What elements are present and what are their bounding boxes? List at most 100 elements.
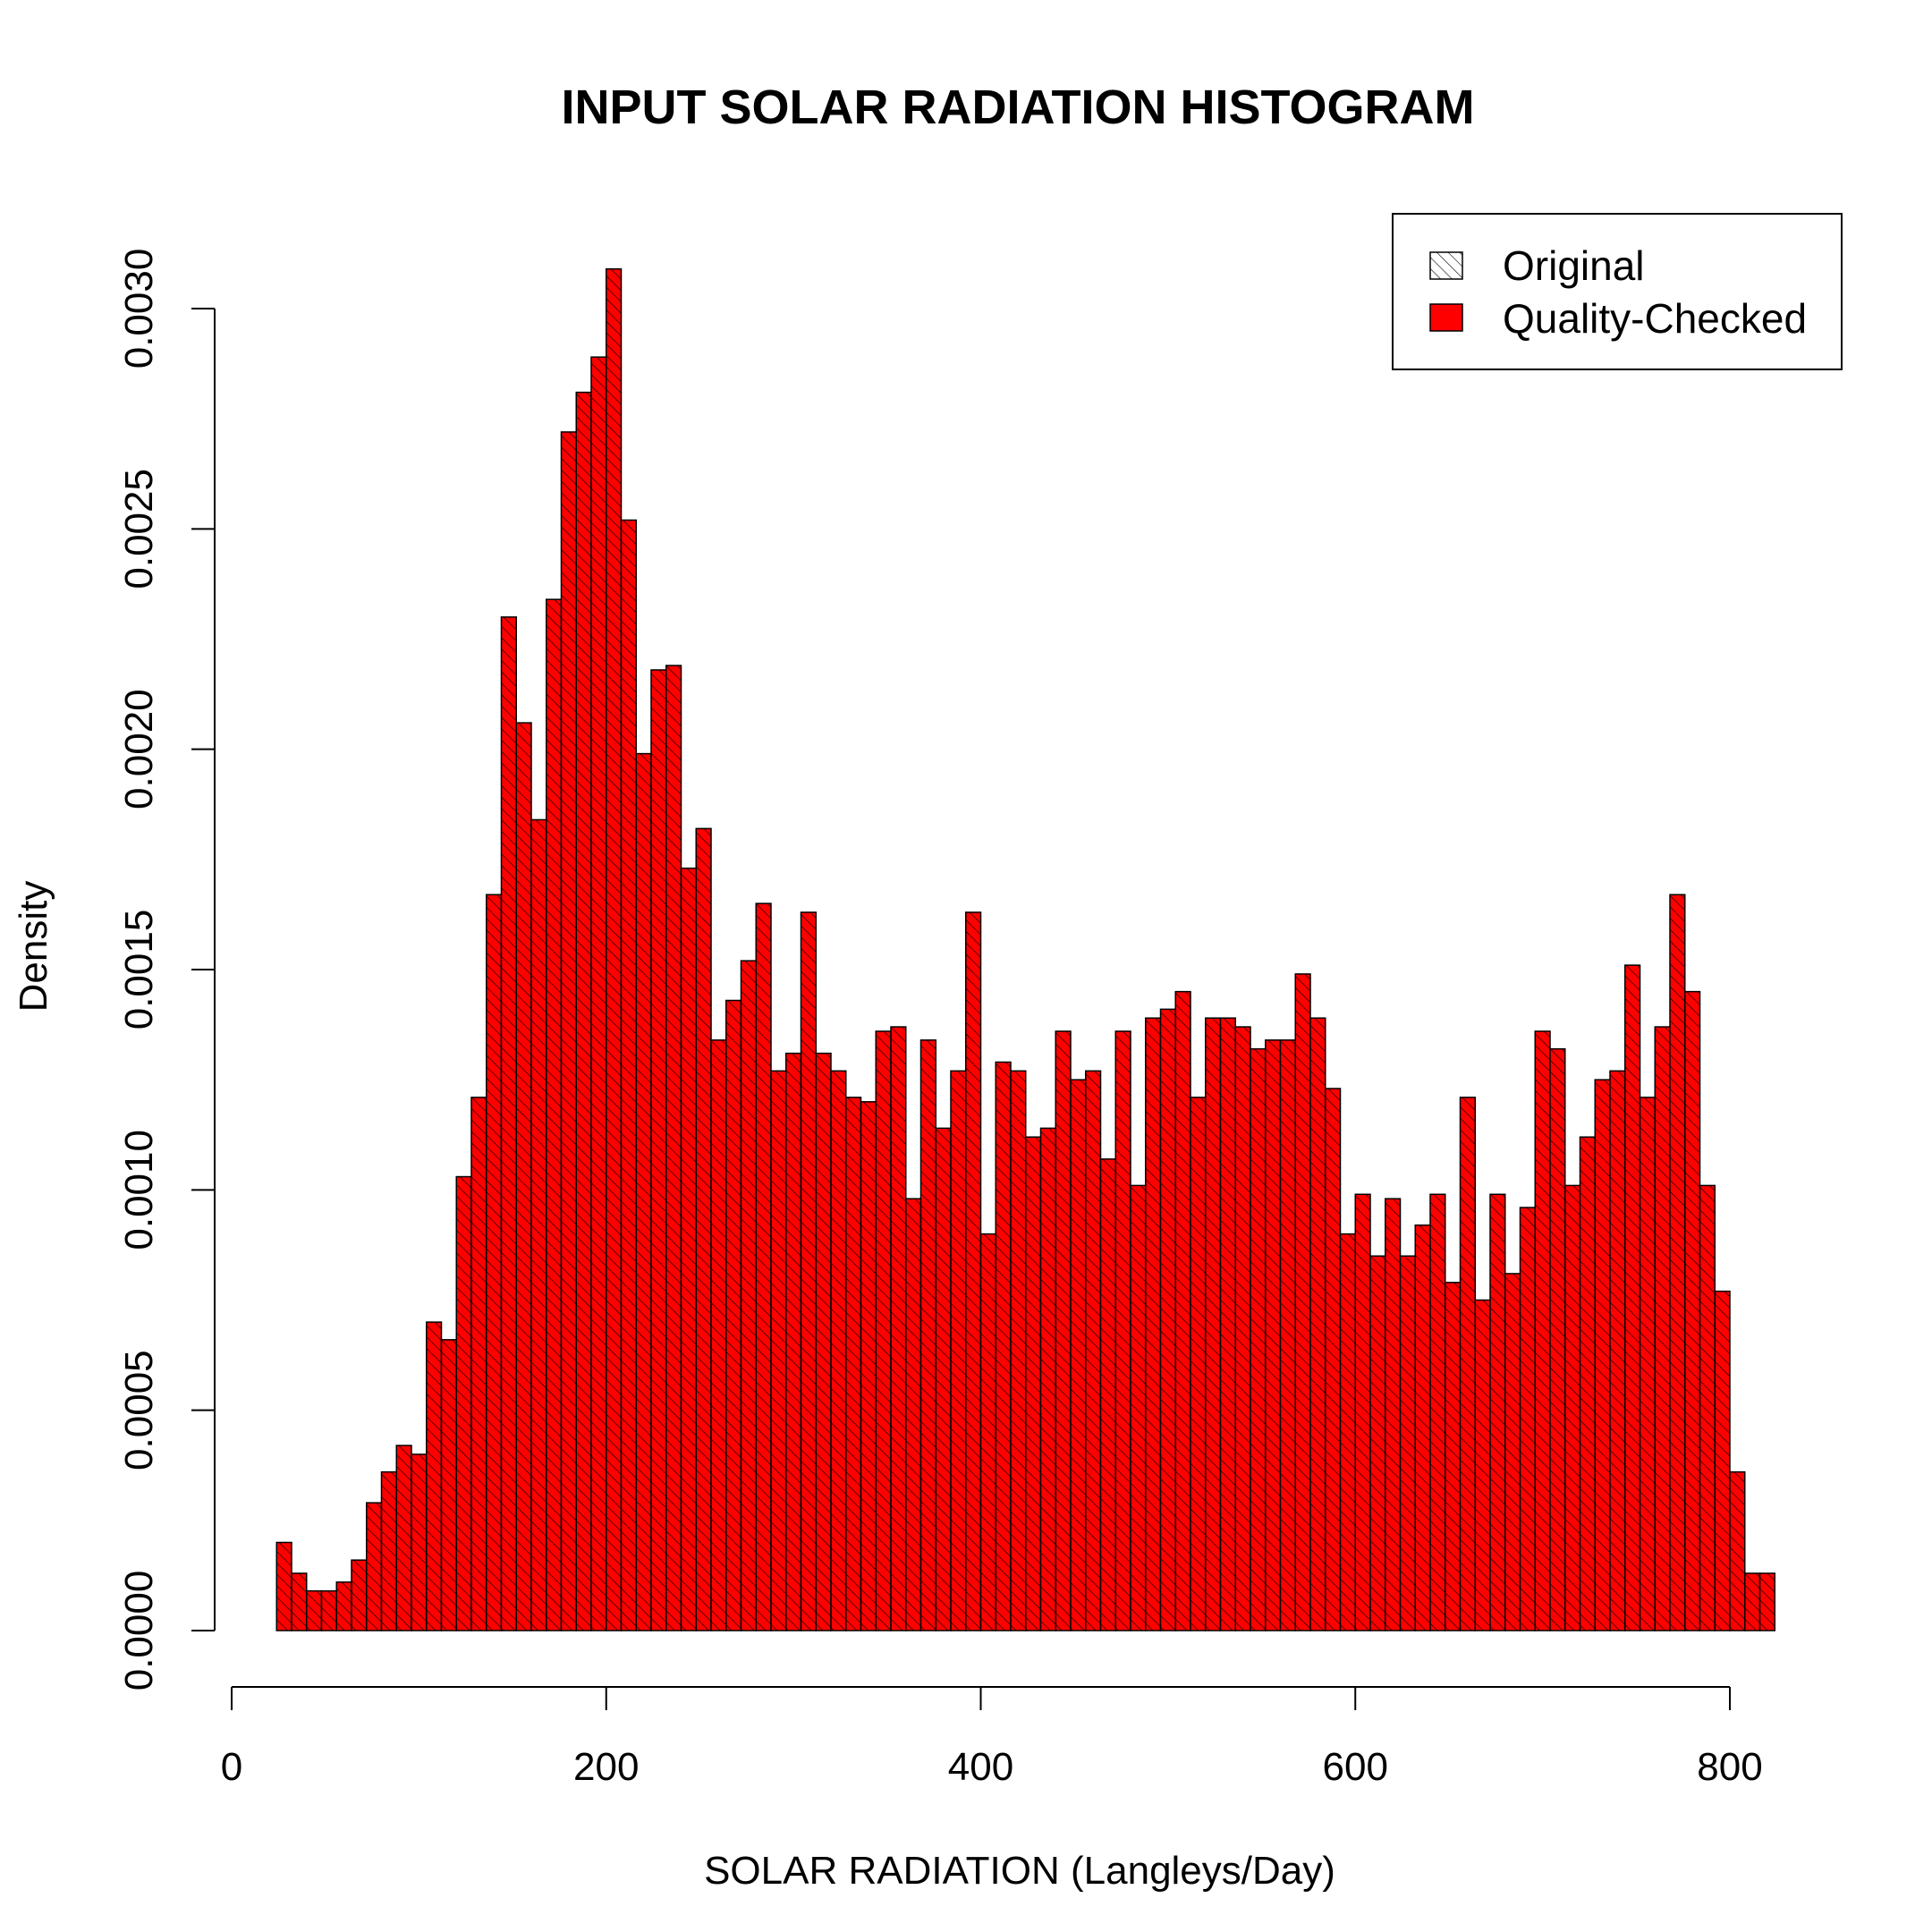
histogram-bar bbox=[1445, 1282, 1462, 1631]
histogram-bar bbox=[950, 1070, 967, 1631]
histogram-bar bbox=[1279, 1039, 1296, 1631]
histogram-bar bbox=[695, 827, 712, 1631]
histogram-bar bbox=[351, 1559, 368, 1631]
histogram-bar bbox=[1039, 1127, 1056, 1631]
x-tick-label: 200 bbox=[573, 1745, 639, 1789]
histogram-bar bbox=[845, 1097, 862, 1631]
histogram-bar bbox=[1130, 1184, 1147, 1631]
y-tick-label: 0.0025 bbox=[117, 469, 161, 589]
histogram-bar bbox=[1429, 1193, 1446, 1631]
histogram-bar bbox=[395, 1445, 412, 1631]
histogram-bar bbox=[1564, 1184, 1581, 1631]
histogram-bar bbox=[500, 616, 517, 1631]
histogram-bar bbox=[1414, 1224, 1431, 1631]
histogram-bar bbox=[830, 1070, 847, 1631]
histogram-bar bbox=[1250, 1047, 1267, 1631]
histogram-bar bbox=[875, 1030, 892, 1631]
histogram-bar bbox=[440, 1339, 457, 1631]
histogram-bar bbox=[665, 665, 682, 1631]
histogram-bar bbox=[1684, 990, 1701, 1631]
histogram-bar bbox=[1609, 1070, 1626, 1631]
histogram-bar bbox=[1294, 973, 1311, 1631]
histogram-bar bbox=[1055, 1030, 1072, 1631]
histogram-bar bbox=[1534, 1030, 1551, 1631]
histogram-bar bbox=[1174, 990, 1191, 1631]
histogram-bar bbox=[725, 999, 742, 1631]
histogram-bar bbox=[335, 1581, 352, 1631]
histogram-bar bbox=[455, 1175, 472, 1631]
histogram-bar bbox=[800, 911, 817, 1631]
histogram-bar bbox=[635, 752, 652, 1631]
histogram-bar bbox=[1624, 964, 1641, 1631]
histogram-bar bbox=[1744, 1572, 1761, 1631]
histogram-bar bbox=[770, 1070, 787, 1631]
histogram-bar bbox=[1145, 1017, 1162, 1631]
histogram-bar bbox=[1339, 1233, 1356, 1631]
legend-box bbox=[1392, 213, 1843, 370]
histogram-bar bbox=[1459, 1097, 1476, 1631]
histogram-bar bbox=[1504, 1273, 1521, 1631]
histogram-bar bbox=[1699, 1184, 1716, 1631]
histogram-bar bbox=[1354, 1193, 1371, 1631]
histogram-bar bbox=[306, 1589, 323, 1631]
x-tick-label: 0 bbox=[221, 1745, 242, 1789]
legend-label-original: Original bbox=[1503, 242, 1645, 289]
histogram-bar bbox=[1714, 1290, 1731, 1631]
histogram-bar bbox=[366, 1502, 383, 1631]
histogram-bar bbox=[995, 1061, 1012, 1631]
chart-title: INPUT SOLAR RADIATION HISTOGRAM bbox=[562, 80, 1475, 134]
histogram-bar bbox=[1159, 1008, 1176, 1631]
histogram-bar bbox=[1639, 1097, 1656, 1631]
legend: Original Quality-Checked bbox=[1392, 213, 1843, 370]
legend-swatch-quality-checked bbox=[1429, 303, 1463, 332]
histogram-bar bbox=[620, 519, 637, 1631]
legend-swatch-original bbox=[1429, 251, 1463, 280]
y-tick-label: 0.0030 bbox=[117, 249, 161, 369]
histogram-bar bbox=[1265, 1039, 1282, 1631]
histogram-bar bbox=[486, 894, 503, 1631]
histogram-bar bbox=[426, 1321, 443, 1631]
histogram-bar bbox=[1729, 1470, 1746, 1631]
histogram-bar bbox=[1669, 894, 1686, 1631]
histogram-bar bbox=[1325, 1088, 1342, 1631]
histogram-bar bbox=[1010, 1070, 1027, 1631]
y-axis: 0.0000 0.0005 0.0010 0.0015 0.0020 0.0025 0.00… bbox=[117, 249, 216, 1690]
histogram-bar bbox=[815, 1052, 832, 1631]
histogram-bar bbox=[320, 1589, 337, 1631]
histogram-bar bbox=[380, 1470, 397, 1631]
histogram-bar bbox=[740, 960, 757, 1631]
histogram-bar bbox=[1025, 1136, 1042, 1631]
histogram-bar bbox=[860, 1101, 877, 1631]
histogram-bars bbox=[275, 267, 1775, 1631]
histogram-bar bbox=[1519, 1207, 1536, 1631]
histogram-bar bbox=[1190, 1097, 1207, 1631]
histogram-bar bbox=[680, 867, 697, 1631]
histogram-bar bbox=[1085, 1070, 1102, 1631]
histogram-bar bbox=[1594, 1079, 1611, 1631]
histogram-bar bbox=[530, 818, 547, 1631]
histogram-bar bbox=[979, 1233, 996, 1631]
histogram-bar bbox=[1219, 1017, 1236, 1631]
y-axis-label: Density bbox=[12, 881, 55, 1013]
x-tick-label: 800 bbox=[1697, 1745, 1762, 1789]
histogram-bar bbox=[1474, 1299, 1491, 1631]
histogram-bar bbox=[1399, 1255, 1416, 1631]
histogram-bar bbox=[755, 902, 772, 1631]
histogram-bar bbox=[650, 669, 667, 1631]
histogram-bar bbox=[785, 1052, 802, 1631]
histogram-bar bbox=[1205, 1017, 1222, 1631]
histogram-bar bbox=[1489, 1193, 1506, 1631]
histogram-bar bbox=[710, 1039, 727, 1631]
histogram-bar bbox=[515, 722, 532, 1631]
histogram-bar bbox=[1579, 1136, 1596, 1631]
y-tick-label: 0.0005 bbox=[117, 1350, 161, 1470]
histogram-bar bbox=[275, 1541, 292, 1631]
y-tick-label: 0.0015 bbox=[117, 910, 161, 1030]
x-axis-label: SOLAR RADIATION (Langleys/Day) bbox=[704, 1849, 1335, 1893]
histogram-bar bbox=[1099, 1158, 1116, 1631]
x-axis: 0 200 400 600 800 bbox=[221, 1686, 1763, 1789]
histogram-bar bbox=[905, 1198, 922, 1631]
y-tick-label: 0.0010 bbox=[117, 1130, 161, 1250]
x-tick-label: 600 bbox=[1323, 1745, 1388, 1789]
histogram-bar bbox=[1070, 1079, 1087, 1631]
